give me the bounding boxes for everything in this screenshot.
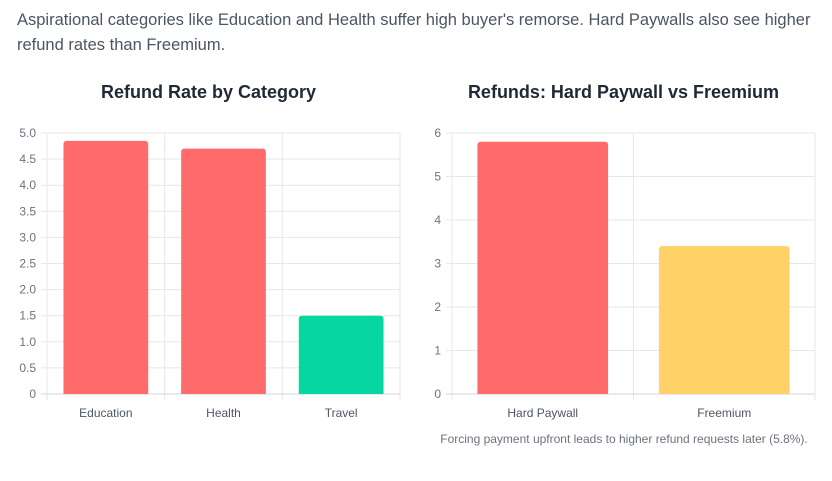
y-tick-label: 5 bbox=[434, 170, 441, 184]
y-tick-label: 3 bbox=[434, 257, 441, 271]
x-tick-label: Education bbox=[79, 406, 132, 420]
y-tick-label: 4.5 bbox=[19, 152, 36, 166]
y-tick-label: 2 bbox=[434, 300, 441, 314]
y-tick-label: 0 bbox=[29, 387, 36, 401]
chart-title-paywall: Refunds: Hard Paywall vs Freemium bbox=[467, 82, 780, 102]
bar-health[interactable] bbox=[181, 148, 266, 394]
bar-education[interactable] bbox=[63, 140, 149, 394]
y-tick-label: 3.0 bbox=[19, 230, 36, 244]
bar-base bbox=[477, 390, 609, 394]
refund-category-chart: 0 0.5 1.0 1.5 2.0 2.5 3.0 3.5 4.0 4.5 5.0 Education… bbox=[19, 126, 401, 420]
intro-text: Aspirational categories like Education a… bbox=[17, 11, 811, 54]
y-tick-label: 1.0 bbox=[19, 335, 36, 349]
chart-title-category: Refund Rate by Category bbox=[100, 82, 317, 102]
y-tick-label: 5.0 bbox=[19, 126, 36, 140]
x-tick-label: Health bbox=[206, 406, 241, 420]
y-tick-label: 4.0 bbox=[19, 178, 36, 192]
bar-travel[interactable] bbox=[298, 315, 384, 394]
y-tick-label: 3.5 bbox=[19, 204, 36, 218]
bar-hard-paywall[interactable] bbox=[477, 141, 609, 394]
chart-note: Forcing payment upfront leads to higher … bbox=[440, 432, 808, 446]
y-tick-label: 1.5 bbox=[19, 309, 36, 323]
refund-paywall-chart: 0 1 2 3 4 5 6 Hard Paywall Freemium bbox=[434, 126, 816, 420]
x-tick-label: Hard Paywall bbox=[507, 406, 578, 420]
y-tick-label: 0 bbox=[434, 387, 441, 401]
y-tick-label: 6 bbox=[434, 126, 441, 140]
y-tick-label: 4 bbox=[434, 213, 441, 227]
bar-base bbox=[63, 390, 149, 394]
x-tick-label: Freemium bbox=[697, 406, 751, 420]
y-tick-label: 0.5 bbox=[19, 361, 36, 375]
y-tick-label: 2.0 bbox=[19, 283, 36, 297]
y-tick-label: 1 bbox=[434, 344, 441, 358]
y-tick-label: 2.5 bbox=[19, 257, 36, 271]
bar-freemium[interactable] bbox=[658, 246, 790, 394]
bar-base bbox=[658, 390, 790, 394]
bar-base bbox=[181, 390, 266, 394]
x-tick-label: Travel bbox=[325, 406, 358, 420]
bar-base bbox=[298, 390, 384, 394]
